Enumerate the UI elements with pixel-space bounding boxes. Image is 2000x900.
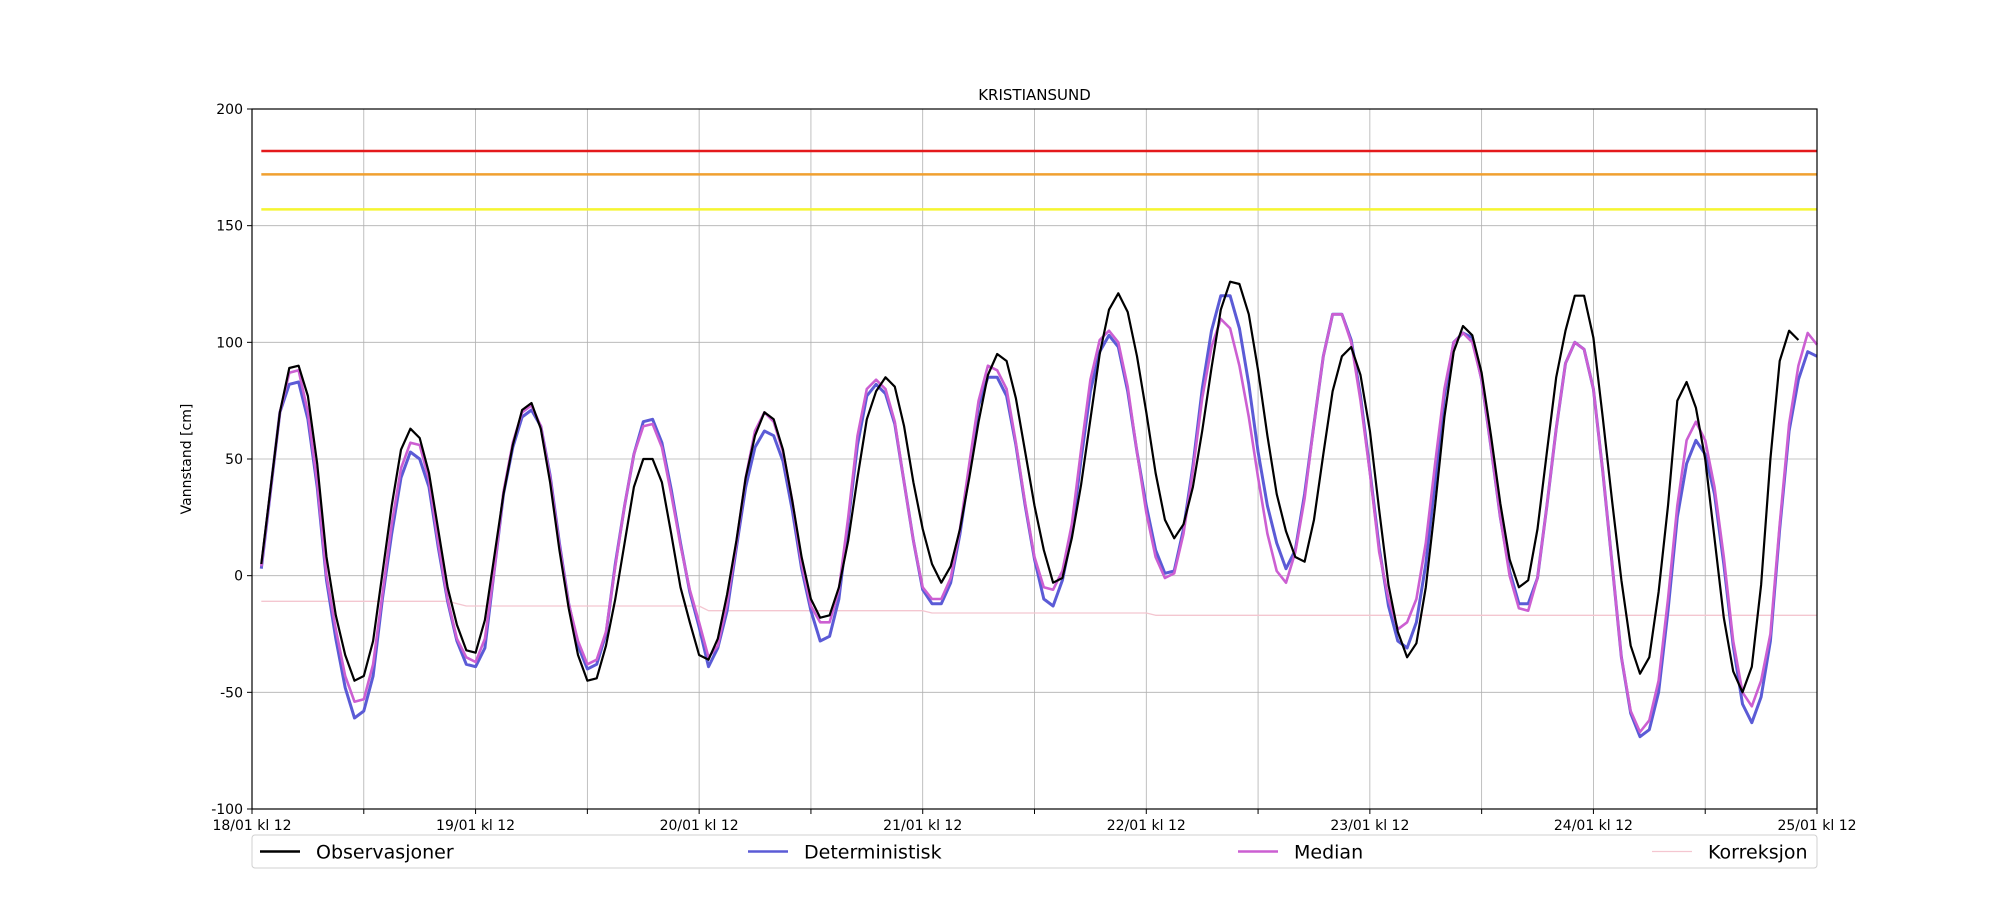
legend-box — [251, 834, 1818, 869]
y-tick-label: 200 — [216, 102, 243, 118]
chart-title: KRISTIANSUND — [978, 86, 1091, 104]
x-axis: 18/01 kl 12 19/01 kl 12 20/01 kl 12 21/01 k… — [212, 809, 1857, 834]
legend-label: Korreksjon — [1708, 842, 1808, 864]
legend-label: Observasjoner — [316, 842, 454, 864]
legend-label: Median — [1294, 842, 1363, 864]
y-tick-label: 100 — [216, 335, 243, 351]
threshold-lines — [261, 149, 1817, 211]
x-tick-label: 18/01 kl 12 — [212, 818, 291, 834]
y-tick-label: 150 — [216, 219, 243, 235]
legend: Observasjoner Deterministisk Median Korreks… — [251, 834, 1818, 869]
grid — [251, 108, 1818, 810]
series-line-observasjoner — [260, 280, 1800, 694]
series-lines — [259, 280, 1819, 739]
x-tick-label: 22/01 kl 12 — [1107, 818, 1186, 834]
x-tick-label: 25/01 kl 12 — [1777, 818, 1856, 834]
x-tick-label: 23/01 kl 12 — [1330, 818, 1409, 834]
y-tick-label: -100 — [211, 802, 243, 818]
legend-label: Deterministisk — [804, 842, 942, 864]
y-tick-label: -50 — [220, 685, 243, 701]
x-tick-label: 21/01 kl 12 — [883, 818, 962, 834]
y-tick-label: 0 — [234, 569, 243, 585]
series-line-median — [260, 313, 1819, 734]
x-tick-label: 20/01 kl 12 — [660, 818, 739, 834]
y-axis: -100 -50 0 50 100 150 200 — [211, 102, 252, 818]
series-line-deterministisk — [259, 294, 1818, 739]
y-axis-title: Vannstand [cm] — [179, 404, 195, 515]
x-tick-label: 24/01 kl 12 — [1554, 818, 1633, 834]
y-tick-label: 50 — [225, 452, 243, 468]
series-line-korreksjon — [261, 600, 1817, 616]
x-tick-label: 19/01 kl 12 — [436, 818, 515, 834]
